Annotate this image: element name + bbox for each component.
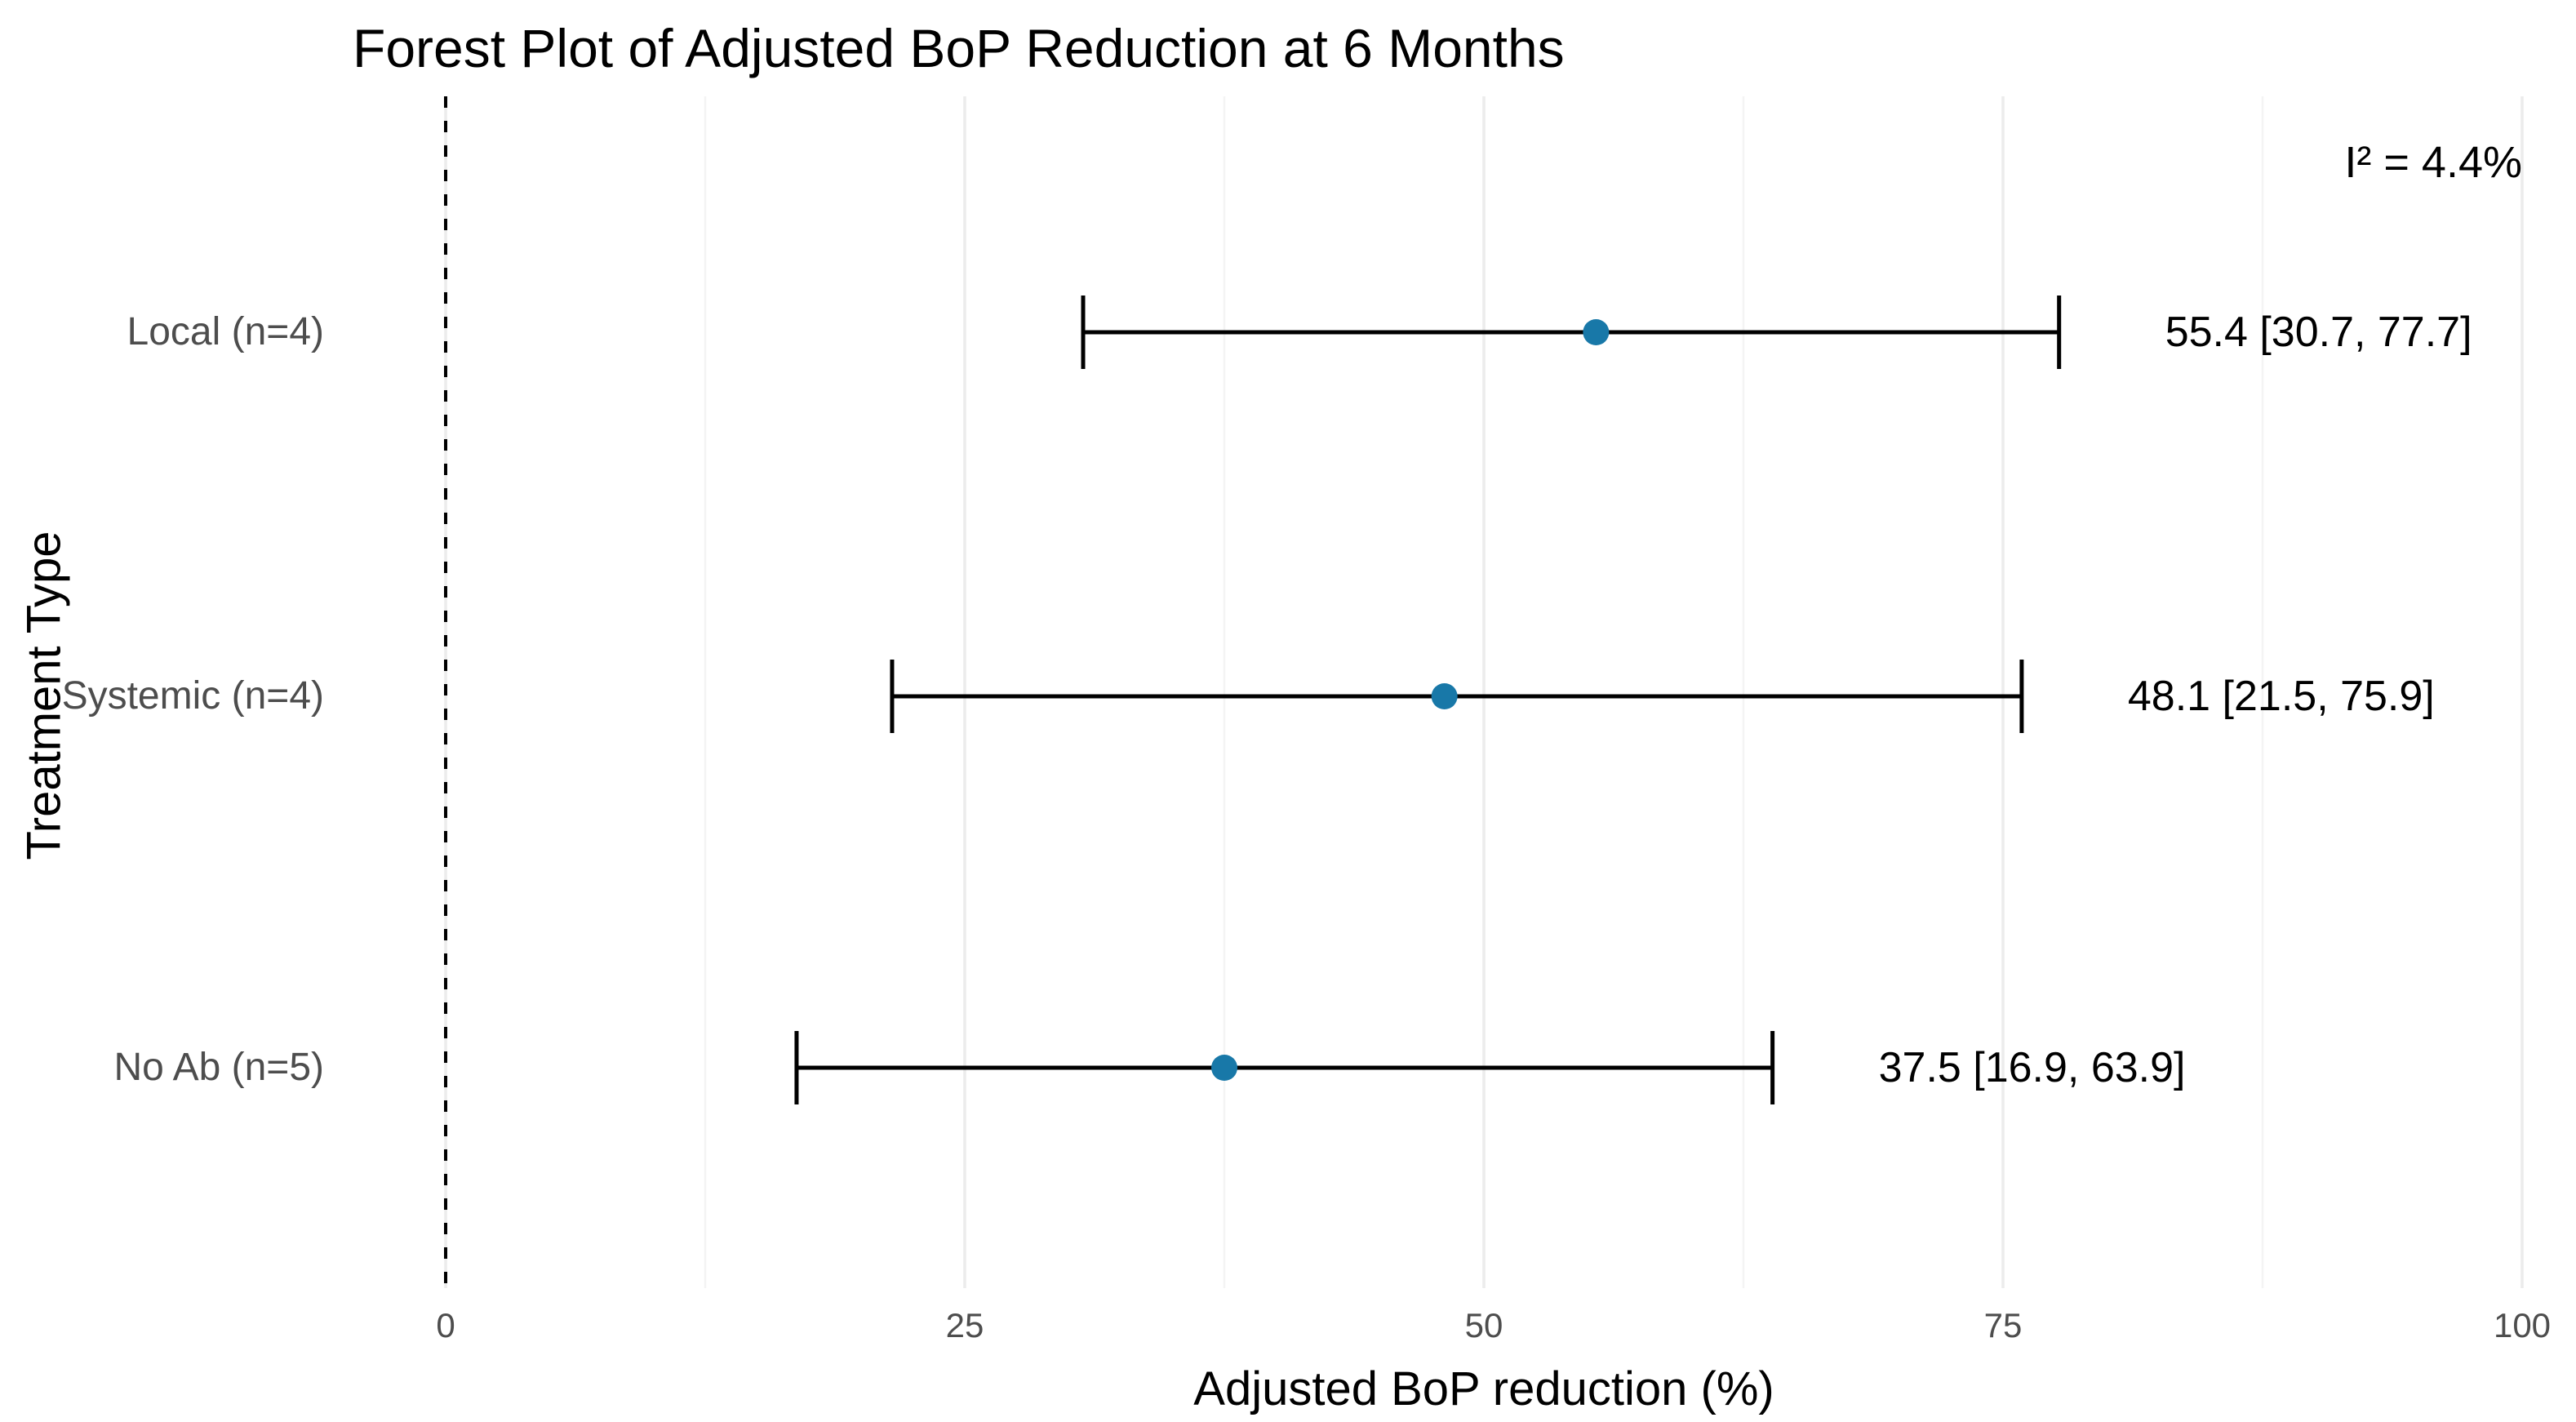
y-axis-label: Systemic (n=4) bbox=[61, 674, 324, 718]
plot-title: Forest Plot of Adjusted BoP Reduction at… bbox=[353, 18, 1565, 78]
x-axis-tick-label: 75 bbox=[1983, 1306, 2023, 1344]
x-axis-title: Adjusted BoP reduction (%) bbox=[1193, 1362, 1774, 1415]
y-axis-label: No Ab (n=5) bbox=[113, 1046, 324, 1089]
estimate-ci-label: 55.4 [30.7, 77.7] bbox=[2165, 309, 2472, 356]
heterogeneity-annotation: I² = 4.4% bbox=[2344, 138, 2522, 187]
x-axis-tick-label: 100 bbox=[2493, 1306, 2552, 1344]
x-axis-tick-label: 50 bbox=[1464, 1306, 1503, 1344]
point-marker bbox=[1211, 1055, 1237, 1081]
estimate-ci-label: 37.5 [16.9, 63.9] bbox=[1878, 1044, 2186, 1091]
x-axis-tick-label: 25 bbox=[945, 1306, 984, 1344]
point-marker bbox=[1431, 683, 1458, 709]
y-axis-label: Local (n=4) bbox=[127, 310, 324, 353]
x-axis-tick-label: 0 bbox=[436, 1306, 455, 1344]
point-marker bbox=[1583, 319, 1610, 345]
estimate-ci-label: 48.1 [21.5, 75.9] bbox=[2127, 673, 2435, 720]
